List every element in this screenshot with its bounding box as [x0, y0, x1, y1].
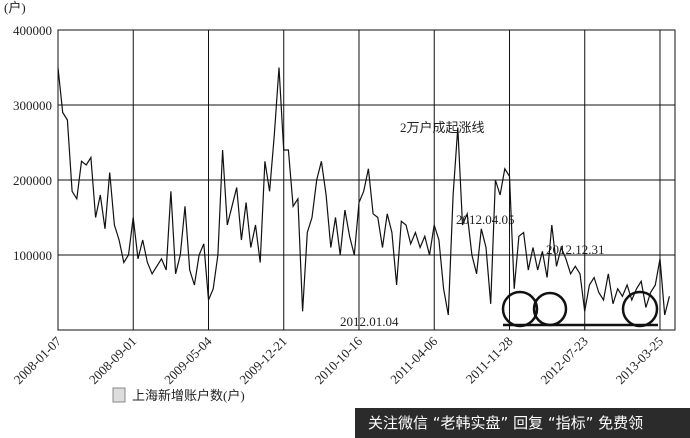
- annotation: 2012.01.04: [340, 314, 399, 329]
- x-tick-label: 2011-11-28: [463, 334, 516, 387]
- line: [57, 67, 670, 316]
- watermark: 关注微信 “老韩实盘” 回复 “指标” 免费领: [368, 414, 643, 432]
- x-tick-label: 2009-12-21: [236, 334, 290, 388]
- y-tick-label: 400000: [13, 23, 52, 38]
- watermark-bar: [355, 408, 690, 438]
- highlight-shapes: [501, 290, 659, 328]
- annotation: 2012.12.31: [546, 242, 605, 257]
- y-tick-label: 200000: [13, 173, 52, 188]
- x-tick-label: 2013-03-25: [613, 334, 667, 388]
- y-tick-label: 300000: [13, 98, 52, 113]
- legend-label: 上海新增账户数(户): [132, 388, 245, 403]
- annotation: 2万户成起涨线: [400, 120, 485, 135]
- x-tick-label: 2008-09-01: [86, 334, 140, 388]
- x-tick-label: 2008-01-07: [11, 333, 65, 387]
- x-tick-label: 2012-07-23: [537, 334, 591, 388]
- annotation: 2012.04.05: [456, 212, 515, 227]
- y-tick-label: 100000: [13, 248, 52, 263]
- legend-swatch: [112, 387, 126, 403]
- x-tick-label: 2011-04-06: [387, 333, 441, 387]
- unit-label: (户): [4, 0, 26, 15]
- x-tick-label: 2010-10-16: [312, 333, 366, 387]
- x-tick-label: 2009-05-04: [161, 333, 215, 387]
